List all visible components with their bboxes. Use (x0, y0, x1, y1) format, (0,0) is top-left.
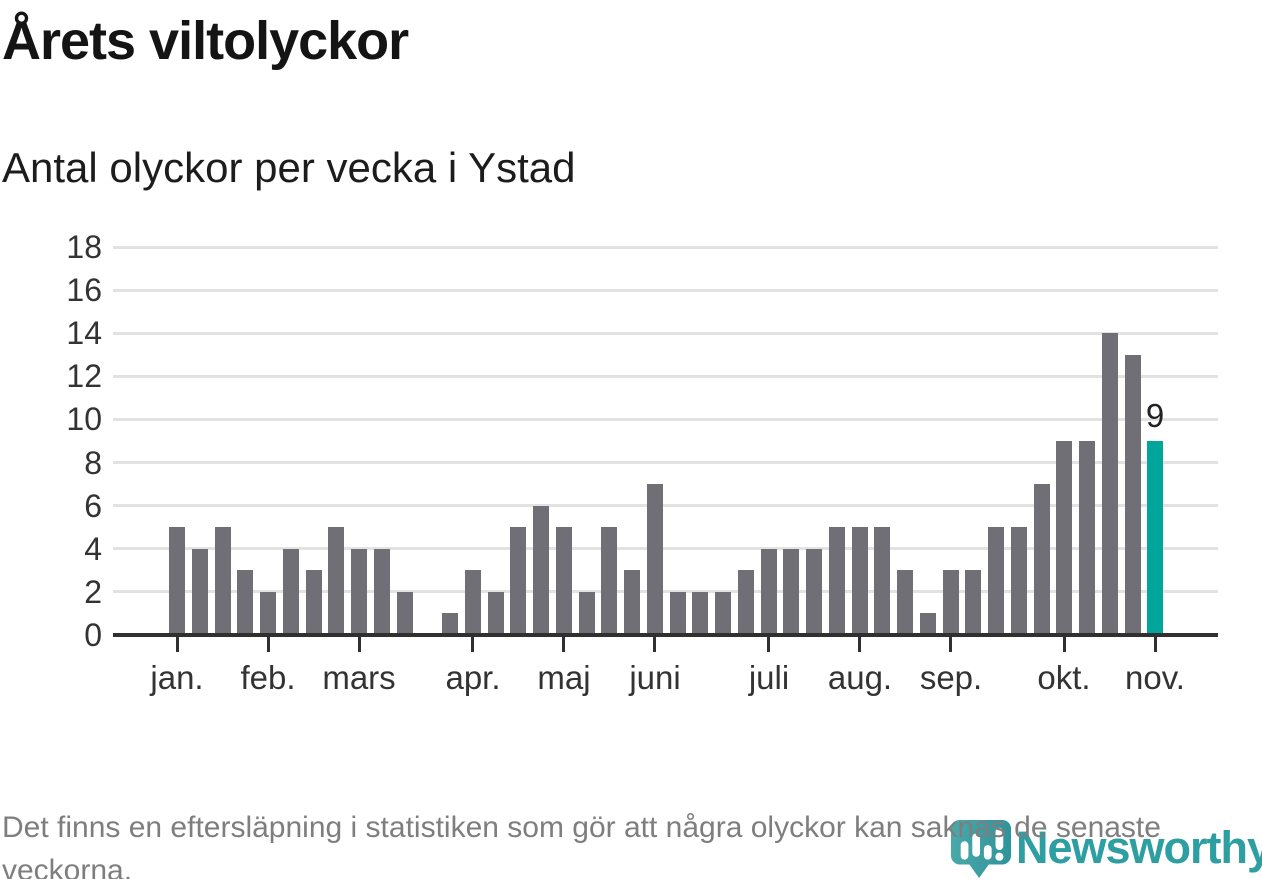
gridline-12 (113, 375, 1218, 378)
bar-week-25 (715, 592, 731, 635)
bar-week-43 (1125, 355, 1141, 635)
bar-week-23 (670, 592, 686, 635)
chart-subtitle: Antal olyckor per vecka i Ystad (2, 144, 576, 191)
x-axis-label-sep: sep. (919, 659, 983, 696)
y-axis-label-0: 0 (84, 617, 102, 653)
x-axis-tick-okt (1063, 637, 1066, 652)
bar-week-39 (1034, 484, 1050, 635)
bar-week-17 (533, 506, 549, 635)
bar-week-21 (624, 570, 640, 635)
bar-week-42 (1102, 333, 1118, 635)
bar-week-13 (442, 613, 458, 635)
x-axis-tick-mars (358, 637, 361, 652)
bar-week-15 (488, 592, 504, 635)
bar-week-33 (897, 570, 913, 635)
x-axis-label-okt: okt. (1037, 659, 1091, 696)
x-axis-label-feb: feb. (240, 659, 296, 696)
bar-week-35 (943, 570, 959, 635)
bar-week-24 (692, 592, 708, 635)
bar-week-18 (556, 527, 572, 635)
bar-week-11 (397, 592, 413, 635)
x-axis-tick-apr (471, 637, 474, 652)
gridline-2 (113, 590, 1218, 593)
bar-week-8 (328, 527, 344, 635)
footnote: Det finns en eftersläpning i statistiken… (2, 811, 1161, 879)
gridline-10 (113, 418, 1218, 421)
x-axis-tick-feb (267, 637, 270, 652)
y-axis-label-14: 14 (66, 315, 102, 351)
bar-week-4 (237, 570, 253, 635)
bar-week-34 (920, 613, 936, 635)
bar-week-40 (1056, 441, 1072, 635)
y-axis-label-12: 12 (66, 358, 102, 394)
y-axis-label-8: 8 (84, 445, 102, 481)
x-axis-tick-nov (1154, 637, 1157, 652)
x-axis-tick-juni (653, 637, 656, 652)
bar-week-22 (647, 484, 663, 635)
newsworthy-wordmark: Newsworthy (1016, 822, 1262, 873)
bar-week-5 (260, 592, 276, 635)
weekly-accidents-bar-chart: 0 2 4 6 8 10 12 14 16 18 jan. feb. mars apr. maj juni ju… (66, 229, 1218, 696)
bar-week-1 (169, 527, 185, 635)
y-axis-label-18: 18 (66, 229, 102, 265)
y-axis-label-10: 10 (66, 401, 102, 437)
bar-week-10 (374, 549, 390, 635)
gridline-6 (113, 504, 1218, 507)
newsworthy-pin-barchart-icon (951, 819, 1011, 879)
bar-week-6 (283, 549, 299, 635)
x-axis-line (113, 633, 1218, 637)
x-axis-label-apr: apr. (445, 659, 501, 696)
x-axis-label-nov: nov. (1125, 659, 1185, 696)
bar-week-31 (852, 527, 868, 635)
y-axis-label-6: 6 (84, 488, 102, 524)
gridline-18 (113, 246, 1218, 249)
x-axis-tick-jan (176, 637, 179, 652)
bar-week-highlighted (1147, 441, 1163, 635)
bar-week-41 (1079, 441, 1095, 635)
bar-week-16 (510, 527, 526, 635)
bar-week-30 (829, 527, 845, 635)
highlight-value-label: 9 (1145, 397, 1165, 434)
bar-week-3 (215, 527, 231, 635)
page-title: Årets viltolyckor (2, 11, 409, 71)
bar-week-9 (351, 549, 367, 635)
bar-week-20 (601, 527, 617, 635)
x-axis-label-juli: juli (748, 659, 790, 696)
x-axis-label-juni: juni (629, 659, 681, 696)
bar-week-29 (806, 549, 822, 635)
bar-week-26 (738, 570, 754, 635)
y-axis-label-16: 16 (66, 272, 102, 308)
bar-week-32 (874, 527, 890, 635)
gridline-4 (113, 547, 1218, 550)
x-axis-tick-aug (858, 637, 861, 652)
x-axis-label-jan: jan. (150, 659, 204, 696)
bar-week-7 (306, 570, 322, 635)
gridline-16 (113, 289, 1218, 292)
x-axis-label-aug: aug. (827, 659, 893, 696)
y-axis-label-2: 2 (84, 574, 102, 610)
bar-week-28 (783, 549, 799, 635)
x-axis-label-mars: mars (322, 659, 396, 696)
bar-week-27 (761, 549, 777, 635)
bar-week-38 (1011, 527, 1027, 635)
x-axis-tick-maj (562, 637, 565, 652)
bar-week-14 (465, 570, 481, 635)
bar-week-19 (579, 592, 595, 635)
gridline-8 (113, 461, 1218, 464)
gridline-14 (113, 332, 1218, 335)
bar-week-36 (965, 570, 981, 635)
x-axis-tick-sep (949, 637, 952, 652)
x-axis-label-maj: maj (537, 659, 591, 696)
x-axis-tick-juli (767, 637, 770, 652)
bar-week-2 (192, 549, 208, 635)
bar-week-37 (988, 527, 1004, 635)
y-axis-label-4: 4 (84, 531, 102, 567)
